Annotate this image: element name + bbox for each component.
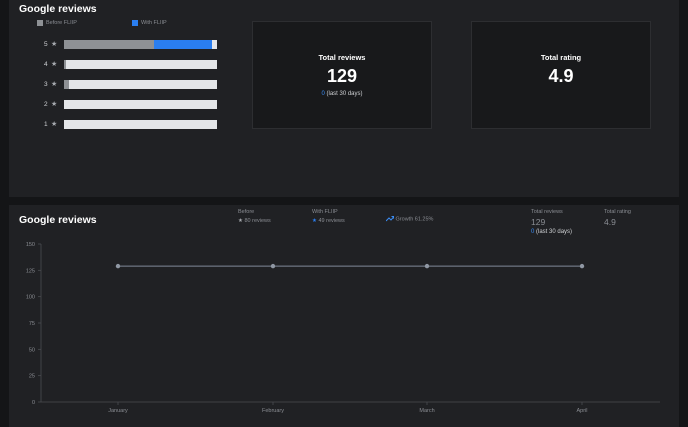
stat-label: Total reviews [531,209,563,215]
x-tick-label: February [262,408,284,414]
rating-row: 5 ★ [44,39,217,49]
star-icon: ★ [51,121,58,128]
stat-label: Total rating [604,209,631,215]
stat-value: ★ 49 reviews [312,218,345,224]
legend-label-before: Before FLIIP [46,20,77,26]
total-reviews-card: Total reviews 129 0 (last 30 days) [252,21,432,129]
rating-bar [64,99,217,109]
panel-title: Google reviews [19,3,97,15]
stat-total-rating: Total rating 4.9 [604,209,631,227]
google-reviews-summary-panel: Google reviews Before FLIIP With FLIIP 5… [9,0,679,197]
rating-row: 2 ★ [44,99,217,109]
data-point[interactable] [579,263,585,269]
data-point[interactable] [270,263,276,269]
total-rating-card: Total rating 4.9 [471,21,651,129]
rating-bar [64,59,217,69]
stat-total-reviews: Total reviews 129 0 (last 30 days) [531,209,572,235]
star-icon: ★ [51,41,58,48]
y-tick-label: 50 [29,347,35,353]
stat-value: ★ 80 reviews [238,218,271,224]
data-point[interactable] [424,263,430,269]
y-tick-label: 150 [26,242,35,248]
with-count: 49 reviews [318,218,345,224]
rating-stars-label: 1 [44,120,48,128]
y-tick-label: 0 [32,400,35,406]
rating-stars-label: 4 [44,60,48,68]
recent-count: 0 [321,91,325,97]
stat-value: 129 [531,217,546,227]
y-tick-label: 100 [26,295,35,301]
stat-subtext: 0 (last 30 days) [531,229,572,235]
stat-value: 4.9 [604,217,616,227]
card-value: 129 [326,66,358,86]
card-value: 4.9 [548,66,574,86]
legend-swatch-with [132,20,138,26]
stat-growth: Growth 61.25% [385,216,434,223]
rating-stars-label: 5 [44,40,48,48]
recent-count: 0 [531,229,535,235]
rating-bar [64,39,217,49]
stat-label: With FLIIP [312,209,338,215]
rating-row: 1 ★ [44,119,217,129]
google-reviews-trend-panel: Google reviews Before ★ 80 reviews With … [9,205,679,427]
rating-row: 4 ★ [44,59,217,69]
stat-with: With FLIIP ★ 49 reviews [312,209,345,224]
growth-text: Growth 61.25% [395,216,434,223]
bar-before-fliip [64,79,69,89]
stat-label: Before [238,209,255,215]
recent-label: (last 30 days) [536,229,573,235]
y-tick-label: 125 [26,268,35,274]
star-icon: ★ [238,218,243,224]
y-tick-label: 25 [29,374,35,380]
rating-stars-label: 2 [44,100,48,108]
legend-swatch-before [37,20,43,26]
reviews-line-chart: 0 25 50 75 100 125 150 January February March Apri… [26,242,660,414]
data-point[interactable] [115,263,121,269]
legend-label-with: With FLIIP [141,20,167,26]
legend-before: Before FLIIP [37,20,77,26]
stat-value: Growth 61.25% [385,216,434,223]
rating-bar [64,119,217,129]
card-subtext: 0 (last 30 days) [253,91,431,97]
panel-title: Google reviews [19,214,97,226]
card-label: Total reviews [318,53,366,62]
rating-row: 3 ★ [44,79,217,89]
bar-before-fliip [64,59,66,69]
x-tick-label: January [108,408,128,414]
bar-before-fliip [64,39,154,49]
star-icon: ★ [51,61,58,68]
rating-stars-label: 3 [44,80,48,88]
card-label: Total rating [540,53,582,62]
legend-with: With FLIIP [132,20,167,26]
star-icon: ★ [51,81,58,88]
bar-with-fliip [154,39,212,49]
star-icon: ★ [312,218,317,224]
before-count: 80 reviews [244,218,271,224]
recent-label: (last 30 days) [326,91,363,97]
x-tick-label: March [419,408,434,414]
star-icon: ★ [51,101,58,108]
x-tick-label: April [576,408,587,414]
rating-bar [64,79,217,89]
stat-before: Before ★ 80 reviews [238,209,271,224]
y-tick-label: 75 [29,321,35,327]
